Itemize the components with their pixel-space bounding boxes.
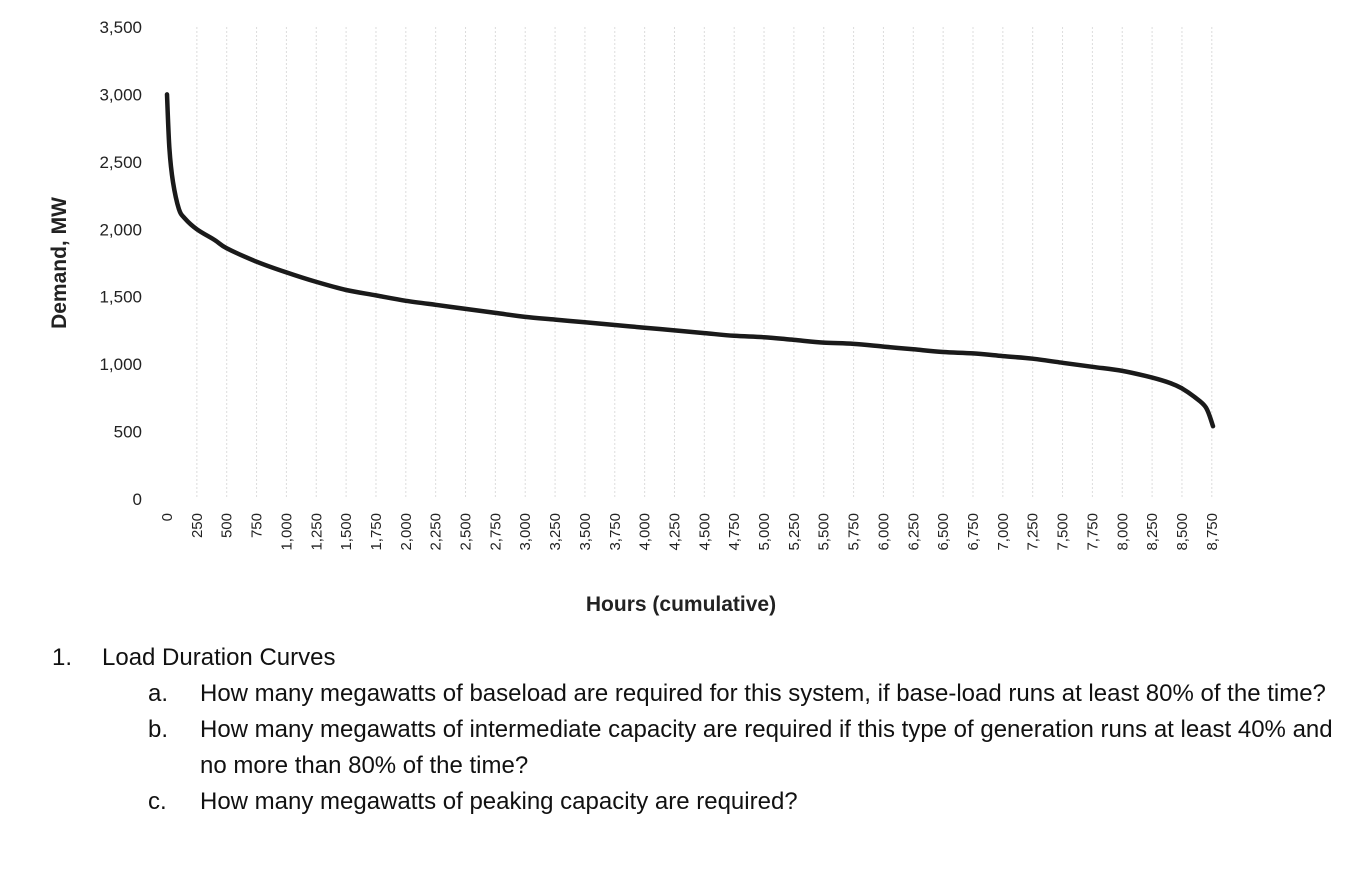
question-text: How many megawatts of peaking capacity a… <box>200 788 798 815</box>
x-tick-label: 7,750 <box>1084 513 1101 551</box>
question-item-b: b. How many megawatts of intermediate ca… <box>148 712 1342 784</box>
question-heading-row: 1. Load Duration Curves <box>52 640 1342 676</box>
x-tick-label: 3,000 <box>517 513 534 551</box>
question-letter: c. <box>148 788 167 815</box>
question-letter: b. <box>148 716 169 743</box>
x-tick-label: 7,000 <box>995 513 1012 551</box>
x-tick-label: 6,250 <box>905 513 922 551</box>
question-number: 1. <box>52 644 73 671</box>
series-line <box>164 92 1216 429</box>
x-tick-label: 250 <box>189 513 206 538</box>
y-tick-label: 0 <box>133 490 142 509</box>
x-tick-label: 3,750 <box>607 513 624 551</box>
x-tick-label: 8,750 <box>1204 513 1221 551</box>
x-tick-label: 6,000 <box>875 513 892 551</box>
x-tick-label: 4,500 <box>696 513 713 551</box>
x-tick-label: 3,250 <box>547 513 564 551</box>
x-tick-label: 500 <box>219 513 236 538</box>
x-tick-label: 6,500 <box>935 513 952 551</box>
question-block: 1. Load Duration Curves a. How many mega… <box>52 640 1342 820</box>
question-item-c: c. How many megawatts of peaking capacit… <box>148 784 1342 820</box>
y-tick-label: 3,000 <box>99 85 142 104</box>
x-tick-label: 8,500 <box>1174 513 1191 551</box>
x-tick-label: 1,250 <box>308 513 325 551</box>
x-tick-label: 4,750 <box>726 513 743 551</box>
x-tick-label: 0 <box>159 513 176 521</box>
x-tick-label: 4,000 <box>637 513 654 551</box>
series-group <box>164 92 1216 429</box>
question-letter: a. <box>148 680 169 707</box>
question-heading: Load Duration Curves <box>102 644 336 671</box>
y-tick-label: 3,500 <box>99 18 142 37</box>
x-tick-label: 2,750 <box>487 513 504 551</box>
x-tick-label: 6,750 <box>965 513 982 551</box>
x-tick-label: 4,250 <box>666 513 683 551</box>
question-text: How many megawatts of baseload are requi… <box>200 680 1326 707</box>
question-list: a. How many megawatts of baseload are re… <box>148 676 1342 820</box>
x-tick-label: 8,250 <box>1144 513 1161 551</box>
vertical-gridlines <box>196 27 1213 499</box>
x-tick-label: 2,000 <box>398 513 415 551</box>
x-tick-label: 8,000 <box>1114 513 1131 551</box>
x-tick-labels: 0 250 500 750 1,000 1,250 1,500 1,750 2,000 2,250… <box>159 513 1221 551</box>
x-tick-label: 750 <box>249 513 266 538</box>
y-tick-label: 1,500 <box>99 288 142 307</box>
question-text: How many megawatts of intermediate capac… <box>200 716 1333 779</box>
y-tick-label: 2,500 <box>99 153 142 172</box>
x-tick-label: 1,000 <box>278 513 295 551</box>
x-tick-label: 7,250 <box>1025 513 1042 551</box>
question-item-a: a. How many megawatts of baseload are re… <box>148 676 1342 712</box>
x-tick-label: 3,500 <box>577 513 594 551</box>
x-axis-label: Hours (cumulative) <box>586 593 776 616</box>
y-tick-labels: 0 500 1,000 1,500 2,000 2,500 3,000 3,500 <box>99 18 142 509</box>
x-tick-label: 5,250 <box>786 513 803 551</box>
x-tick-label: 2,500 <box>458 513 475 551</box>
x-tick-label: 1,500 <box>338 513 355 551</box>
y-tick-label: 500 <box>114 423 142 442</box>
x-tick-label: 7,500 <box>1055 513 1072 551</box>
y-tick-label: 1,000 <box>99 355 142 374</box>
x-tick-label: 5,750 <box>846 513 863 551</box>
load-duration-chart: 0 500 1,000 1,500 2,000 2,500 3,000 3,500 0 250 5… <box>48 18 1221 616</box>
y-tick-label: 2,000 <box>99 220 142 239</box>
y-axis-label: Demand, MW <box>48 197 71 329</box>
x-tick-label: 5,500 <box>816 513 833 551</box>
x-tick-label: 1,750 <box>368 513 385 551</box>
x-tick-label: 2,250 <box>428 513 445 551</box>
x-tick-label: 5,000 <box>756 513 773 551</box>
